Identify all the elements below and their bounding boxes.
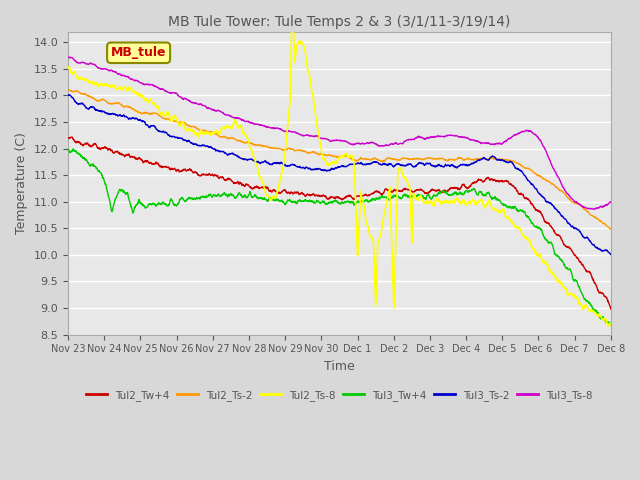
Tul3_Ts-2 xyxy=(92,107,100,113)
Line: Tul2_Ts-8: Tul2_Ts-8 xyxy=(68,16,611,326)
Line: Tul2_Ts-2: Tul2_Ts-2 xyxy=(68,90,611,229)
Tul2_Tw+4 xyxy=(314,193,322,199)
Tul2_Ts-2 xyxy=(607,226,614,232)
Tul2_Ts-2 xyxy=(314,151,322,157)
Line: Tul2_Tw+4: Tul2_Tw+4 xyxy=(68,137,611,309)
Y-axis label: Temperature (C): Temperature (C) xyxy=(15,132,28,234)
Tul2_Tw+4 xyxy=(591,281,599,287)
Tul3_Tw+4 xyxy=(64,146,72,152)
Tul2_Ts-8 xyxy=(314,127,322,133)
Tul2_Ts-2 xyxy=(591,215,599,220)
Tul3_Ts-2 xyxy=(328,166,336,171)
Tul2_Ts-8 xyxy=(605,324,612,329)
Tul2_Ts-8 xyxy=(492,207,500,213)
Tul3_Ts-8 xyxy=(65,54,73,60)
Tul2_Ts-8 xyxy=(64,64,72,70)
Tul2_Ts-8 xyxy=(607,320,614,326)
X-axis label: Time: Time xyxy=(324,360,355,373)
Tul3_Tw+4 xyxy=(492,196,500,202)
Tul3_Ts-8 xyxy=(64,54,72,60)
Tul2_Ts-8 xyxy=(591,311,599,316)
Tul2_Ts-2 xyxy=(65,87,73,93)
Tul2_Tw+4 xyxy=(92,142,100,147)
Tul2_Tw+4 xyxy=(607,306,614,312)
Tul3_Ts-2 xyxy=(314,166,322,172)
Tul3_Ts-2 xyxy=(492,156,500,161)
Tul3_Ts-2 xyxy=(65,92,73,98)
Title: MB Tule Tower: Tule Temps 2 & 3 (3/1/11-3/19/14): MB Tule Tower: Tule Temps 2 & 3 (3/1/11-… xyxy=(168,15,511,29)
Tul2_Tw+4 xyxy=(64,135,72,141)
Tul3_Ts-8 xyxy=(492,141,500,147)
Tul3_Tw+4 xyxy=(591,308,599,314)
Tul2_Ts-8 xyxy=(92,79,100,85)
Tul2_Ts-8 xyxy=(591,310,599,316)
Tul3_Ts-8 xyxy=(92,63,100,69)
Tul2_Tw+4 xyxy=(328,194,336,200)
Tul2_Ts-8 xyxy=(328,159,336,165)
Tul3_Ts-2 xyxy=(591,244,599,250)
Line: Tul3_Ts-8: Tul3_Ts-8 xyxy=(68,57,611,209)
Tul3_Tw+4 xyxy=(92,165,100,170)
Tul3_Ts-2 xyxy=(64,92,72,98)
Tul2_Ts-2 xyxy=(492,156,500,162)
Tul3_Ts-8 xyxy=(589,206,597,212)
Line: Tul3_Ts-2: Tul3_Ts-2 xyxy=(68,95,611,254)
Tul3_Ts-8 xyxy=(591,205,599,211)
Tul3_Ts-2 xyxy=(607,252,614,257)
Tul2_Tw+4 xyxy=(492,178,500,184)
Tul2_Ts-2 xyxy=(328,153,336,158)
Tul3_Ts-8 xyxy=(328,138,336,144)
Tul3_Ts-8 xyxy=(592,205,600,211)
Text: MB_tule: MB_tule xyxy=(111,46,166,59)
Tul2_Ts-2 xyxy=(92,97,100,103)
Tul3_Ts-2 xyxy=(591,244,599,250)
Tul2_Ts-2 xyxy=(591,215,599,220)
Tul3_Ts-8 xyxy=(314,133,322,139)
Tul3_Tw+4 xyxy=(328,200,336,206)
Tul2_Tw+4 xyxy=(68,134,76,140)
Tul3_Ts-8 xyxy=(607,199,614,205)
Legend: Tul2_Tw+4, Tul2_Ts-2, Tul2_Ts-8, Tul3_Tw+4, Tul3_Ts-2, Tul3_Ts-8: Tul2_Tw+4, Tul2_Ts-2, Tul2_Ts-8, Tul3_Tw… xyxy=(82,386,596,405)
Tul3_Tw+4 xyxy=(591,308,599,314)
Tul3_Tw+4 xyxy=(69,146,77,152)
Tul2_Ts-8 xyxy=(288,13,296,19)
Tul2_Tw+4 xyxy=(591,281,599,287)
Line: Tul3_Tw+4: Tul3_Tw+4 xyxy=(68,149,611,324)
Tul2_Ts-2 xyxy=(64,87,72,93)
Tul3_Tw+4 xyxy=(607,322,614,327)
Tul3_Tw+4 xyxy=(314,199,322,204)
